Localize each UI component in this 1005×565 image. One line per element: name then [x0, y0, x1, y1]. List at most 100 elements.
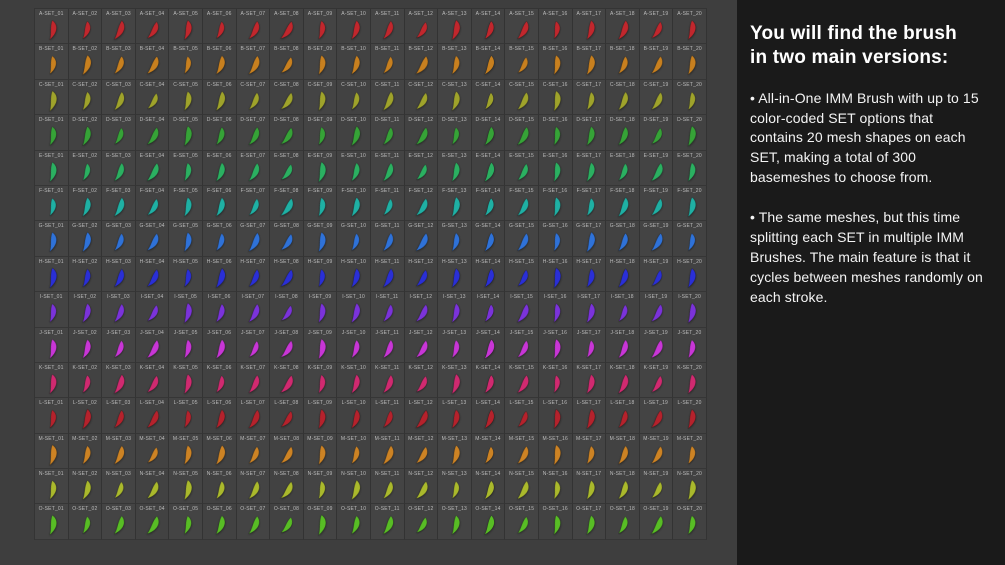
brush-cell[interactable]: O-SET_04 — [135, 504, 170, 540]
brush-cell[interactable]: A-SET_02 — [68, 9, 103, 45]
brush-cell[interactable]: K-SET_20 — [673, 362, 707, 399]
brush-cell[interactable]: K-SET_02 — [68, 362, 103, 399]
brush-cell[interactable]: D-SET_06 — [202, 115, 237, 151]
brush-cell[interactable]: G-SET_12 — [404, 221, 439, 257]
brush-cell[interactable]: H-SET_17 — [572, 256, 607, 293]
brush-cell[interactable]: O-SET_19 — [639, 504, 674, 540]
brush-cell[interactable]: N-SET_20 — [673, 469, 707, 505]
brush-cell[interactable]: F-SET_07 — [236, 185, 271, 222]
brush-cell[interactable]: I-SET_14 — [471, 292, 506, 328]
brush-cell[interactable]: F-SET_08 — [270, 185, 304, 222]
brush-cell[interactable]: M-SET_07 — [236, 433, 271, 470]
brush-cell[interactable]: B-SET_17 — [572, 44, 607, 80]
brush-cell[interactable]: I-SET_09 — [303, 292, 338, 328]
brush-cell[interactable]: I-SET_12 — [404, 292, 439, 328]
brush-cell[interactable]: F-SET_02 — [68, 185, 103, 222]
brush-cell[interactable]: J-SET_08 — [270, 327, 304, 363]
brush-cell[interactable]: I-SET_20 — [673, 292, 707, 328]
brush-cell[interactable]: B-SET_06 — [202, 44, 237, 80]
brush-cell[interactable]: G-SET_02 — [68, 221, 103, 257]
brush-cell[interactable]: E-SET_15 — [505, 150, 539, 186]
brush-cell[interactable]: L-SET_11 — [370, 398, 405, 434]
brush-cell[interactable]: E-SET_16 — [538, 150, 573, 186]
brush-cell[interactable]: I-SET_07 — [236, 292, 271, 328]
brush-cell[interactable]: J-SET_01 — [35, 327, 69, 363]
brush-cell[interactable]: G-SET_09 — [303, 221, 338, 257]
brush-cell[interactable]: N-SET_08 — [270, 469, 304, 505]
brush-cell[interactable]: A-SET_20 — [673, 9, 707, 45]
brush-cell[interactable]: I-SET_17 — [572, 292, 607, 328]
brush-cell[interactable]: I-SET_06 — [202, 292, 237, 328]
brush-cell[interactable]: M-SET_13 — [438, 433, 472, 470]
brush-cell[interactable]: H-SET_14 — [471, 256, 506, 293]
brush-cell[interactable]: N-SET_18 — [606, 469, 640, 505]
brush-cell[interactable]: F-SET_12 — [404, 185, 439, 222]
brush-cell[interactable]: C-SET_01 — [35, 79, 69, 116]
brush-cell[interactable]: J-SET_09 — [303, 327, 338, 363]
brush-cell[interactable]: H-SET_09 — [303, 256, 338, 293]
brush-cell[interactable]: B-SET_20 — [673, 44, 707, 80]
brush-cell[interactable]: A-SET_06 — [202, 9, 237, 45]
brush-cell[interactable]: D-SET_10 — [337, 115, 371, 151]
brush-cell[interactable]: F-SET_16 — [538, 185, 573, 222]
brush-cell[interactable]: B-SET_04 — [135, 44, 170, 80]
brush-cell[interactable]: M-SET_15 — [505, 433, 539, 470]
brush-cell[interactable]: G-SET_10 — [337, 221, 371, 257]
brush-cell[interactable]: F-SET_01 — [35, 185, 69, 222]
brush-cell[interactable]: D-SET_14 — [471, 115, 506, 151]
brush-cell[interactable]: L-SET_15 — [505, 398, 539, 434]
brush-cell[interactable]: E-SET_06 — [202, 150, 237, 186]
brush-cell[interactable]: D-SET_03 — [102, 115, 136, 151]
brush-cell[interactable]: D-SET_12 — [404, 115, 439, 151]
brush-cell[interactable]: A-SET_12 — [404, 9, 439, 45]
brush-cell[interactable]: A-SET_10 — [337, 9, 371, 45]
brush-cell[interactable]: M-SET_20 — [673, 433, 707, 470]
brush-cell[interactable]: O-SET_18 — [606, 504, 640, 540]
brush-cell[interactable]: A-SET_05 — [169, 9, 203, 45]
brush-cell[interactable]: N-SET_04 — [135, 469, 170, 505]
brush-cell[interactable]: M-SET_16 — [538, 433, 573, 470]
brush-cell[interactable]: K-SET_03 — [102, 362, 136, 399]
brush-cell[interactable]: D-SET_18 — [606, 115, 640, 151]
brush-cell[interactable]: E-SET_19 — [639, 150, 674, 186]
brush-cell[interactable]: D-SET_09 — [303, 115, 338, 151]
brush-cell[interactable]: O-SET_02 — [68, 504, 103, 540]
brush-cell[interactable]: D-SET_01 — [35, 115, 69, 151]
brush-cell[interactable]: C-SET_19 — [639, 79, 674, 116]
brush-cell[interactable]: I-SET_16 — [538, 292, 573, 328]
brush-cell[interactable]: N-SET_01 — [35, 469, 69, 505]
brush-cell[interactable]: I-SET_11 — [370, 292, 405, 328]
brush-cell[interactable]: K-SET_04 — [135, 362, 170, 399]
brush-cell[interactable]: D-SET_13 — [438, 115, 472, 151]
brush-cell[interactable]: H-SET_11 — [370, 256, 405, 293]
brush-cell[interactable]: K-SET_05 — [169, 362, 203, 399]
brush-cell[interactable]: D-SET_07 — [236, 115, 271, 151]
brush-cell[interactable]: N-SET_11 — [370, 469, 405, 505]
brush-cell[interactable]: M-SET_01 — [35, 433, 69, 470]
brush-cell[interactable]: B-SET_02 — [68, 44, 103, 80]
brush-cell[interactable]: J-SET_02 — [68, 327, 103, 363]
brush-cell[interactable]: G-SET_08 — [270, 221, 304, 257]
brush-cell[interactable]: H-SET_10 — [337, 256, 371, 293]
brush-cell[interactable]: D-SET_02 — [68, 115, 103, 151]
brush-cell[interactable]: O-SET_12 — [404, 504, 439, 540]
brush-cell[interactable]: C-SET_10 — [337, 79, 371, 116]
brush-cell[interactable]: B-SET_08 — [270, 44, 304, 80]
brush-cell[interactable]: C-SET_04 — [135, 79, 170, 116]
brush-cell[interactable]: I-SET_10 — [337, 292, 371, 328]
brush-cell[interactable]: L-SET_05 — [169, 398, 203, 434]
brush-cell[interactable]: M-SET_17 — [572, 433, 607, 470]
brush-cell[interactable]: L-SET_01 — [35, 398, 69, 434]
brush-cell[interactable]: J-SET_20 — [673, 327, 707, 363]
brush-cell[interactable]: H-SET_15 — [505, 256, 539, 293]
brush-cell[interactable]: L-SET_02 — [68, 398, 103, 434]
brush-cell[interactable]: D-SET_15 — [505, 115, 539, 151]
brush-cell[interactable]: C-SET_09 — [303, 79, 338, 116]
brush-cell[interactable]: K-SET_15 — [505, 362, 539, 399]
brush-cell[interactable]: M-SET_05 — [169, 433, 203, 470]
brush-cell[interactable]: B-SET_15 — [505, 44, 539, 80]
brush-cell[interactable]: H-SET_04 — [135, 256, 170, 293]
brush-cell[interactable]: J-SET_03 — [102, 327, 136, 363]
brush-cell[interactable]: C-SET_06 — [202, 79, 237, 116]
brush-cell[interactable]: F-SET_06 — [202, 185, 237, 222]
